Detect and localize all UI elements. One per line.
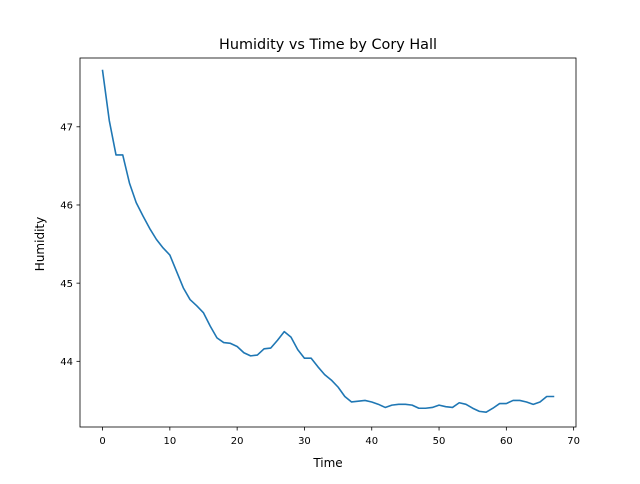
y-axis-label: Humidity xyxy=(33,217,47,271)
y-tick-label: 46 xyxy=(60,201,73,212)
x-axis-label: Time xyxy=(312,456,342,470)
y-tick-label: 44 xyxy=(60,357,73,368)
x-axis: 0 10 20 30 40 50 60 70 xyxy=(99,427,580,447)
x-tick-label: 20 xyxy=(231,436,244,447)
x-tick-label: 0 xyxy=(99,436,105,447)
x-tick-label: 10 xyxy=(163,436,176,447)
x-tick-label: 40 xyxy=(365,436,378,447)
y-axis: 44 45 46 47 xyxy=(60,122,80,368)
x-tick-label: 60 xyxy=(500,436,513,447)
y-tick-label: 45 xyxy=(60,279,73,290)
plot-area xyxy=(79,57,577,428)
chart-title: Humidity vs Time by Cory Hall xyxy=(219,37,437,53)
x-tick-label: 70 xyxy=(567,436,580,447)
x-tick-label: 30 xyxy=(298,436,311,447)
y-tick-label: 47 xyxy=(60,122,73,133)
x-tick-label: 50 xyxy=(433,436,446,447)
plot-frame xyxy=(79,57,577,428)
series-line-0 xyxy=(101,69,555,413)
